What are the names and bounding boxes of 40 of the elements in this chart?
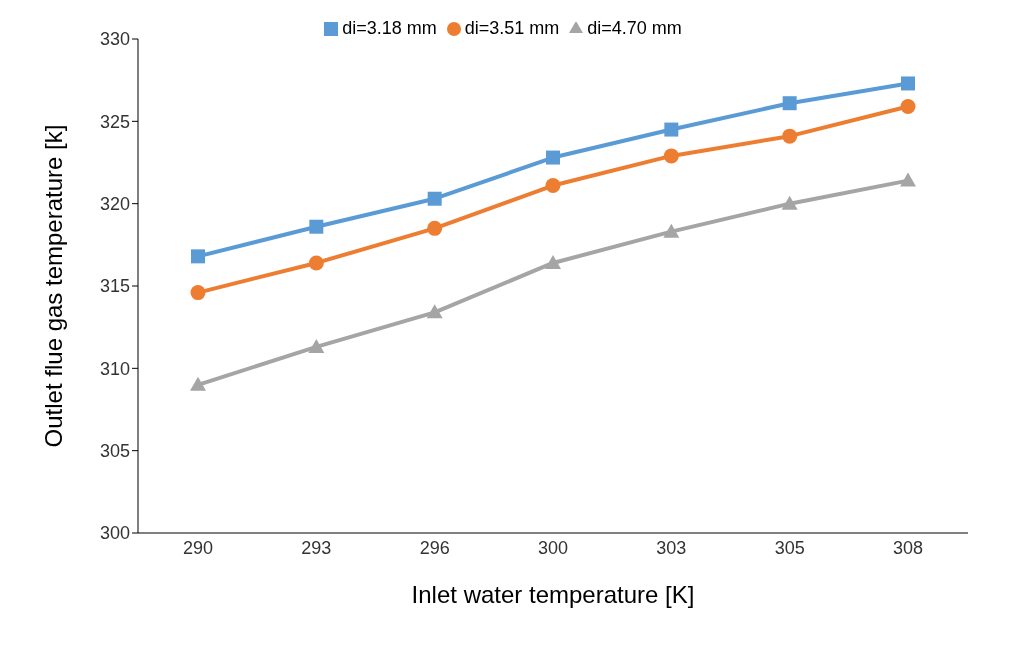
y-tick-label: 315 [99,276,130,297]
x-axis-title: Inlet water temperature [K] [411,581,695,608]
point [663,148,679,164]
y-tick-label: 305 [99,441,130,462]
point [901,76,915,91]
point [191,249,205,264]
point [545,178,561,194]
point [900,99,916,115]
legend-label: di=3.51 mm [464,18,560,38]
x-tick-label: 290 [182,537,214,558]
y-tick-label: 325 [99,111,130,132]
point [427,191,442,206]
y-tick-label: 320 [99,194,130,215]
x-tick-label: 308 [892,537,924,558]
point [546,150,560,165]
point [190,376,206,391]
point [782,128,798,144]
point [308,255,324,271]
point [427,220,443,236]
point [781,195,798,210]
x-tick-label: 303 [656,537,687,558]
x-tick-label: 305 [774,537,805,558]
x-tick-label: 300 [537,537,569,558]
point [782,96,797,111]
point [309,219,324,234]
legend-label: di=4.70 mm [587,18,682,38]
point [545,254,561,269]
y-tick-label: 330 [99,29,130,50]
point [663,223,680,238]
x-tick-label: 296 [419,537,450,558]
point [426,304,443,319]
point [664,122,679,137]
y-tick-label: 300 [99,523,130,544]
y-tick-label: 310 [99,358,130,379]
point [308,338,325,353]
x-tick-label: 293 [301,537,332,558]
point [190,285,206,301]
y-axis-title: Outlet flue gas temperature [k] [39,124,67,448]
point [900,172,916,187]
legend-label: di=3.18 mm [342,18,437,38]
